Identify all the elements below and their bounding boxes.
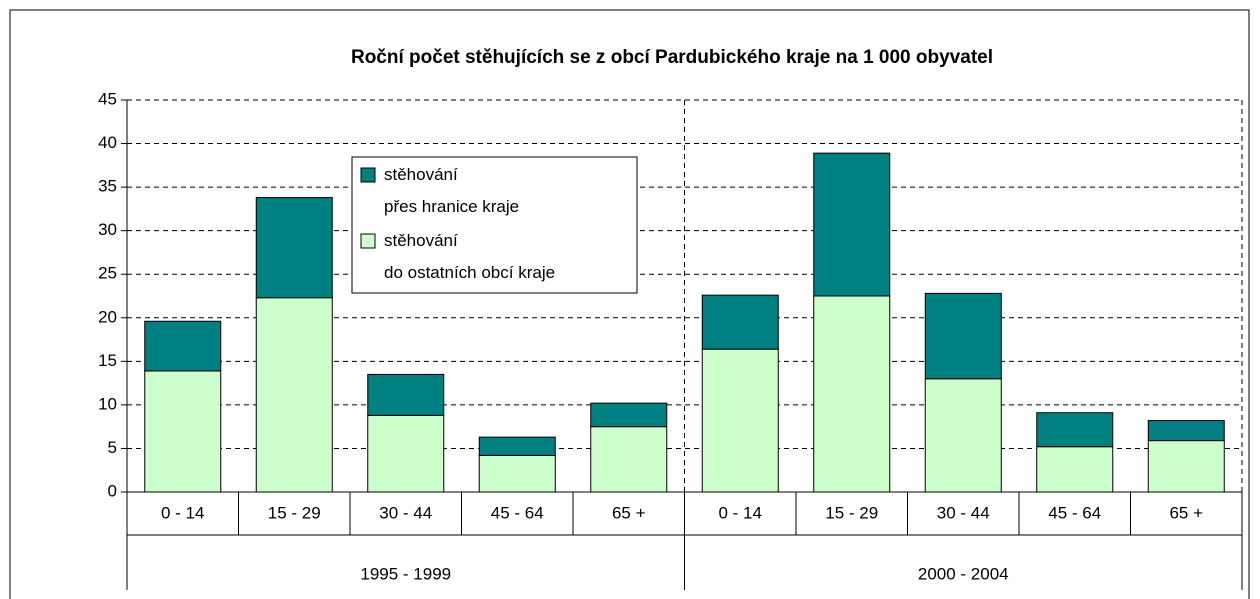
bar-segment bbox=[144, 370, 222, 493]
chart-border bbox=[9, 9, 1250, 599]
bar-segment bbox=[813, 295, 891, 493]
bar-segment bbox=[1147, 420, 1225, 442]
x-tick-label: 45 - 64 bbox=[491, 503, 544, 522]
bar-segment bbox=[1147, 440, 1225, 493]
y-tick-label: 35 bbox=[98, 177, 117, 196]
legend-line: do ostatních obcí kraje bbox=[384, 263, 555, 282]
y-tick-label: 40 bbox=[98, 133, 117, 152]
legend-swatch bbox=[360, 233, 376, 249]
y-tick-label: 10 bbox=[98, 394, 117, 413]
bar-segment bbox=[367, 414, 445, 493]
bar-segment bbox=[813, 152, 891, 297]
legend-line: stěhování bbox=[384, 165, 458, 184]
x-tick-label: 0 - 14 bbox=[161, 503, 204, 522]
y-tick-label: 45 bbox=[98, 89, 117, 108]
bar-segment bbox=[367, 373, 445, 416]
x-tick-label: 15 - 29 bbox=[825, 503, 878, 522]
bar-segment bbox=[478, 436, 556, 456]
group-label: 1995 - 1999 bbox=[360, 564, 451, 583]
bar-segment bbox=[478, 454, 556, 493]
y-tick-label: 30 bbox=[98, 220, 117, 239]
y-tick-label: 20 bbox=[98, 307, 117, 326]
legend-box bbox=[351, 156, 638, 294]
bar-segment bbox=[255, 297, 333, 493]
x-tick-label: 0 - 14 bbox=[719, 503, 762, 522]
bar-segment bbox=[701, 294, 779, 350]
legend-label: stěhování do ostatních obcí kraje bbox=[384, 231, 555, 282]
x-tick-label: 15 - 29 bbox=[268, 503, 321, 522]
bar-segment bbox=[924, 378, 1002, 493]
bar-segment bbox=[701, 348, 779, 493]
x-tick-label: 45 - 64 bbox=[1048, 503, 1101, 522]
legend-label: stěhování přes hranice kraje bbox=[384, 165, 519, 216]
y-tick-label: 5 bbox=[108, 438, 117, 457]
legend-line: přes hranice kraje bbox=[384, 197, 519, 216]
bar-segment bbox=[255, 197, 333, 299]
bar-segment bbox=[590, 426, 668, 493]
legend-line: stěhování bbox=[384, 231, 458, 250]
bar-segment bbox=[590, 402, 668, 428]
y-tick-label: 25 bbox=[98, 264, 117, 283]
group-label: 2000 - 2004 bbox=[918, 564, 1009, 583]
bar-segment bbox=[924, 292, 1002, 380]
x-tick-label: 65 + bbox=[612, 503, 646, 522]
bar-segment bbox=[1036, 412, 1114, 448]
y-tick-label: 15 bbox=[98, 351, 117, 370]
bar-segment bbox=[144, 320, 222, 372]
x-tick-label: 65 + bbox=[1169, 503, 1203, 522]
legend-swatch bbox=[360, 167, 376, 183]
y-tick-label: 0 bbox=[108, 481, 117, 500]
bar-segment bbox=[1036, 446, 1114, 493]
chart-title: Roční počet stěhujících se z obcí Pardub… bbox=[351, 47, 993, 68]
x-tick-label: 30 - 44 bbox=[379, 503, 432, 522]
x-tick-label: 30 - 44 bbox=[937, 503, 990, 522]
